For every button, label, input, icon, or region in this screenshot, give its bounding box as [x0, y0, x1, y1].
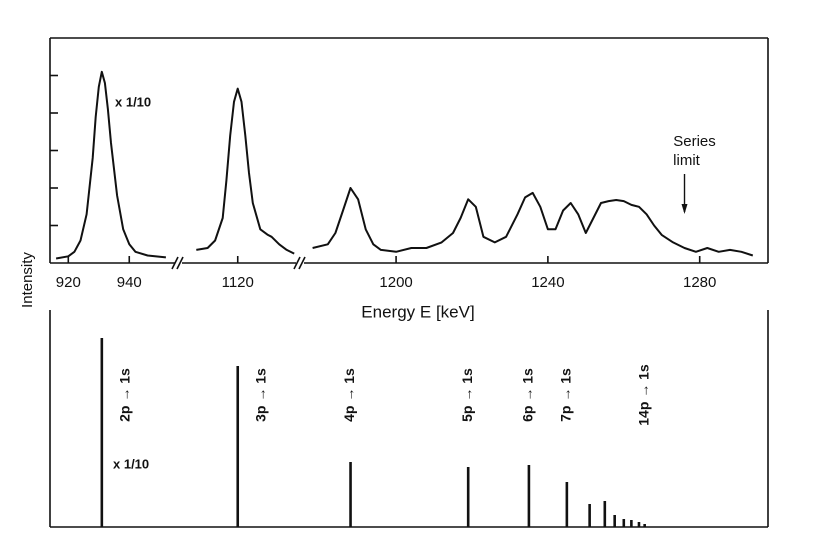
transition-label: 7p → 1s: [558, 368, 574, 422]
x-tick-label: 1280: [683, 274, 716, 291]
annotation: x 1/10: [113, 456, 149, 471]
annotation: x 1/10: [115, 94, 151, 109]
transition-label: 2p → 1s: [117, 368, 133, 422]
axis-break: [171, 256, 306, 270]
x-tick-label: 1120: [222, 274, 254, 291]
transition-label: 4p → 1s: [341, 368, 357, 422]
annotation: Series: [673, 133, 716, 150]
y-axis-label: Intensity: [19, 252, 36, 308]
arrow-head: [681, 204, 688, 214]
transition-label: 14p → 1s: [635, 364, 651, 426]
x-tick-label: 940: [117, 274, 142, 291]
annotation: limit: [673, 152, 700, 169]
spectrum-line: [55, 70, 754, 260]
x-tick-label: 1240: [531, 274, 564, 291]
x-axis-label: Energy E [keV]: [361, 302, 474, 321]
x-tick-label: 920: [56, 274, 81, 291]
transition-label: 6p → 1s: [520, 368, 536, 422]
transition-label: 3p → 1s: [252, 368, 268, 422]
x-tick-label: 1200: [379, 274, 412, 291]
transition-label: 5p → 1s: [459, 368, 475, 422]
